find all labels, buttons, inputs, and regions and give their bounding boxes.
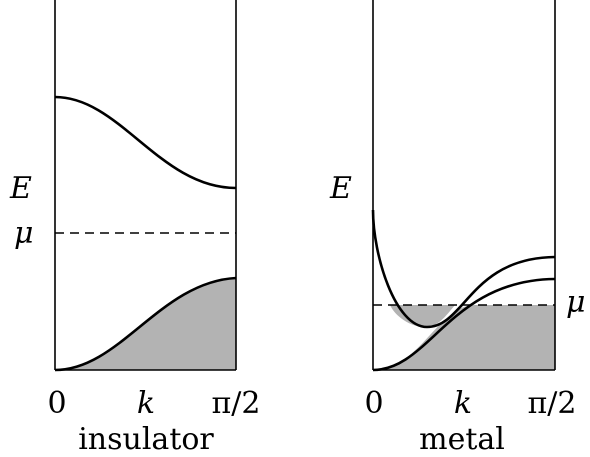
metal-filled-states-lower bbox=[373, 305, 555, 370]
insulator-k-label: k bbox=[137, 386, 155, 421]
insulator-k-origin-tick: 0 bbox=[47, 386, 66, 421]
insulator-k-end-tick: π/2 bbox=[212, 386, 261, 421]
metal-upper-band bbox=[371, 209, 556, 329]
metal-k-label: k bbox=[454, 386, 472, 421]
insulator-valence-band bbox=[54, 276, 237, 372]
insulator-panel: E μ 0 k π/2 insulator bbox=[9, 0, 260, 457]
metal-k-end-tick: π/2 bbox=[528, 386, 577, 421]
insulator-energy-label: E bbox=[9, 171, 32, 206]
metal-mu-label: μ bbox=[566, 285, 586, 320]
metal-caption: metal bbox=[419, 422, 505, 457]
insulator-caption: insulator bbox=[78, 422, 214, 457]
metal-energy-label: E bbox=[329, 171, 352, 206]
metal-filled-states bbox=[390, 305, 455, 327]
metal-lower-band bbox=[372, 277, 556, 372]
metal-k-origin-tick: 0 bbox=[364, 386, 383, 421]
insulator-conduction-band bbox=[54, 95, 237, 190]
insulator-filled-states bbox=[55, 278, 236, 370]
metal-panel: E μ 0 k π/2 metal bbox=[329, 0, 586, 457]
insulator-mu-label: μ bbox=[14, 216, 34, 251]
